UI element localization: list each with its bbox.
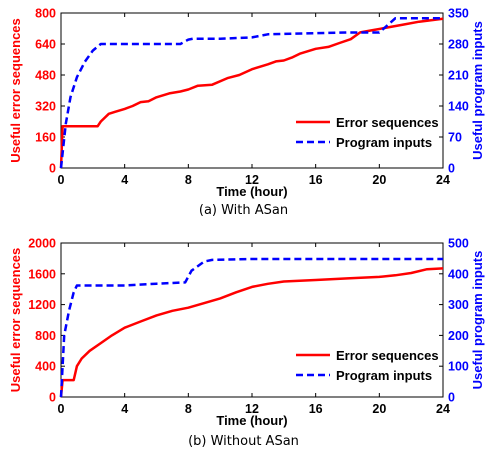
x-tick-label: 16: [309, 402, 323, 416]
x-tick-label: 0: [58, 402, 65, 416]
x-tick-label: 20: [372, 402, 386, 416]
y-right-tick-label: 0: [448, 162, 455, 176]
y-left-tick-label: 0: [49, 162, 56, 176]
series-line-program-inputs: [59, 17, 443, 169]
x-tick-label: 12: [245, 173, 259, 187]
x-tick-label: 8: [185, 402, 192, 416]
legend-label: Error sequences: [336, 348, 439, 363]
y-left-tick-label: 1600: [28, 267, 56, 281]
y-left-tick-label: 2000: [28, 237, 56, 251]
x-tick-label: 16: [309, 173, 323, 187]
series-line-error-sequences: [59, 267, 444, 398]
y-left-tick-label: 1200: [28, 298, 56, 312]
y-right-tick-label: 300: [448, 298, 469, 312]
y-left-tick-label: 320: [35, 100, 56, 114]
x-tick-label: 12: [245, 402, 259, 416]
y-right-axis-label: Useful program inputs: [470, 21, 485, 160]
y-left-tick-label: 0: [49, 391, 56, 405]
x-axis-label: Time (hour): [216, 413, 287, 428]
y-right-tick-label: 140: [448, 100, 469, 114]
y-right-tick-label: 0: [448, 391, 455, 405]
y-right-tick-label: 350: [448, 7, 469, 21]
legend-label: Program inputs: [336, 135, 432, 150]
y-right-tick-label: 100: [448, 360, 469, 374]
series-line-error-sequences: [59, 17, 444, 169]
y-left-axis-label: Useful error sequences: [8, 18, 23, 163]
legend-label: Program inputs: [336, 368, 432, 383]
y-left-tick-label: 800: [35, 329, 56, 343]
y-left-tick-label: 400: [35, 360, 56, 374]
x-tick-label: 4: [121, 173, 128, 187]
y-right-tick-label: 400: [448, 267, 469, 281]
x-tick-label: 0: [58, 173, 65, 187]
x-tick-label: 4: [121, 402, 128, 416]
y-right-tick-label: 200: [448, 329, 469, 343]
y-right-tick-label: 500: [448, 237, 469, 251]
caption-b: (b) Without ASan: [188, 434, 299, 449]
y-left-tick-label: 160: [35, 131, 56, 145]
y-left-tick-label: 800: [35, 7, 56, 21]
caption-a: (a) With ASan: [198, 203, 289, 218]
x-tick-label: 24: [436, 402, 450, 416]
y-right-tick-label: 70: [448, 131, 462, 145]
y-left-axis-label: Useful error sequences: [8, 248, 23, 393]
x-axis-label: Time (hour): [216, 184, 287, 199]
x-tick-label: 20: [372, 173, 386, 187]
y-left-tick-label: 480: [35, 69, 56, 83]
y-left-tick-label: 640: [35, 38, 56, 52]
y-right-axis-label: Useful program inputs: [470, 251, 485, 390]
series-line-program-inputs: [59, 257, 443, 398]
y-right-tick-label: 210: [448, 69, 469, 83]
x-tick-label: 8: [185, 173, 192, 187]
chart-a: 0 4 8 12 16 20 2401603204806408000701402102803…: [8, 7, 485, 200]
x-tick-label: 24: [436, 173, 450, 187]
legend-label: Error sequences: [336, 115, 439, 130]
y-right-tick-label: 280: [448, 38, 469, 52]
chart-b: 0 4 8 12 16 20 2404008001200160020000100200300…: [8, 237, 485, 429]
